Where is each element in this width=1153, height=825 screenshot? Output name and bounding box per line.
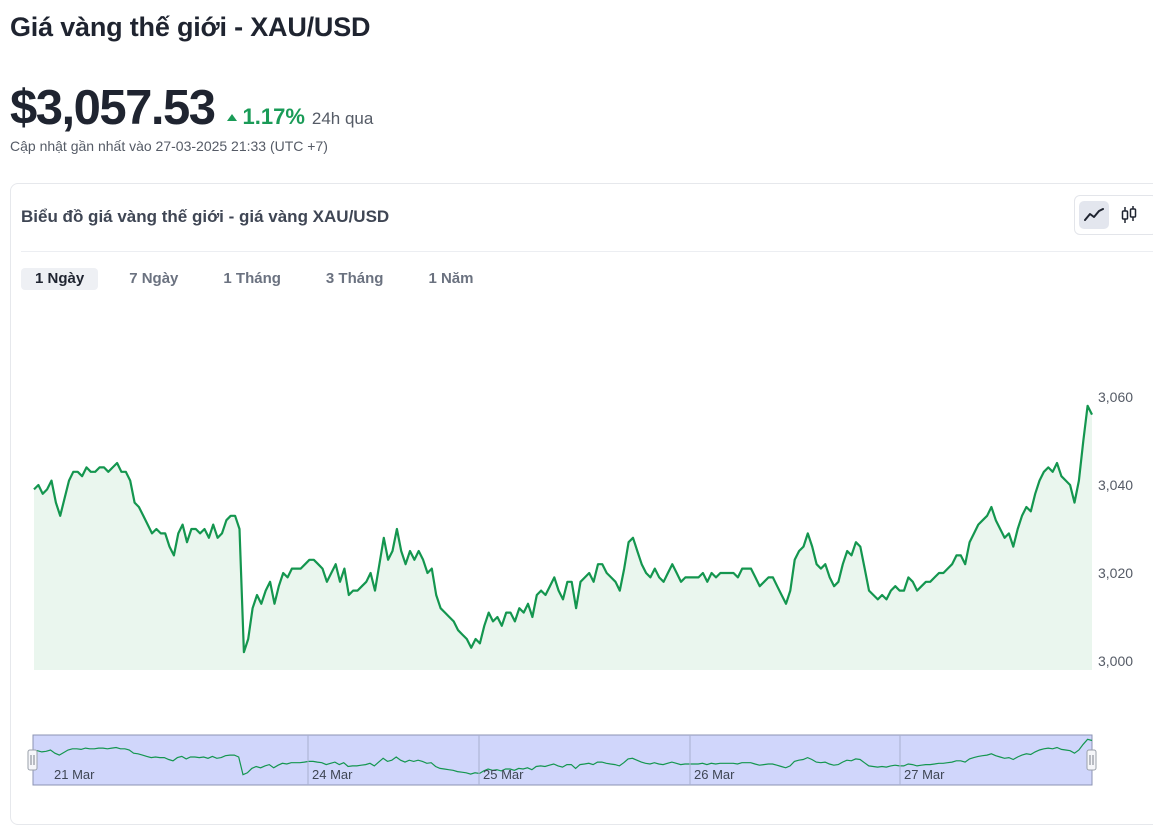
navigator-date-label: 24 Mar — [312, 767, 353, 782]
card-divider — [21, 251, 1153, 252]
tab-1-day[interactable]: 1 Ngày — [21, 268, 99, 290]
navigator-date-label: 26 Mar — [694, 767, 735, 782]
navigator-date-label: 27 Mar — [904, 767, 945, 782]
last-updated: Cập nhật gần nhất vào 27-03-2025 21:33 (… — [10, 138, 328, 154]
y-tick-label: 3,020 — [1098, 565, 1133, 581]
change-period: 24h qua — [311, 109, 374, 128]
line-chart-button[interactable] — [1079, 201, 1109, 229]
change-percent: 1.17% — [242, 104, 305, 129]
price-line — [33, 404, 1093, 654]
chart-card: Biểu đồ giá vàng thế giới - giá vàng XAU… — [10, 183, 1153, 825]
range-tabs: 1 Ngày 7 Ngày 1 Tháng 3 Tháng 1 Năm — [21, 268, 504, 290]
navigator-dividers — [307, 735, 901, 785]
price-area-fill — [34, 405, 1092, 670]
navigator-date-label: 21 Mar — [54, 767, 95, 782]
chart-title: Biểu đồ giá vàng thế giới - giá vàng XAU… — [21, 207, 390, 226]
tab-3-months[interactable]: 3 Tháng — [325, 270, 384, 287]
range-navigator[interactable]: 21 Mar 24 Mar 25 Mar 26 Mar 27 Mar — [27, 734, 1097, 786]
line-chart-icon — [1084, 208, 1104, 221]
candlestick-button[interactable] — [1114, 201, 1144, 229]
navigator-labels: 21 Mar 24 Mar 25 Mar 26 Mar 27 Mar — [54, 767, 945, 782]
arrow-up-icon — [226, 114, 237, 121]
navigator-date-label: 25 Mar — [483, 767, 524, 782]
chart-type-toggle — [1074, 195, 1153, 235]
y-tick-label: 3,060 — [1098, 389, 1133, 405]
navigator-left-handle[interactable] — [27, 749, 38, 771]
price-row: $3,057.53 1.17% 24h qua — [10, 80, 373, 136]
current-price: $3,057.53 — [10, 81, 216, 135]
tab-7-days[interactable]: 7 Ngày — [129, 270, 179, 287]
candlestick-icon — [1121, 206, 1137, 223]
navigator-line — [32, 738, 1093, 776]
y-axis: 3,000 3,020 3,040 3,060 — [1098, 389, 1133, 669]
y-tick-label: 3,040 — [1098, 477, 1133, 493]
navigator-right-handle[interactable] — [1086, 749, 1097, 771]
y-tick-label: 3,000 — [1098, 653, 1133, 669]
page-title: Giá vàng thế giới - XAU/USD — [10, 12, 371, 42]
tab-1-year[interactable]: 1 Năm — [428, 270, 474, 287]
price-change: 1.17% 24h qua — [226, 104, 374, 130]
navigator-background — [32, 734, 1093, 786]
tab-1-month[interactable]: 1 Tháng — [223, 270, 281, 287]
